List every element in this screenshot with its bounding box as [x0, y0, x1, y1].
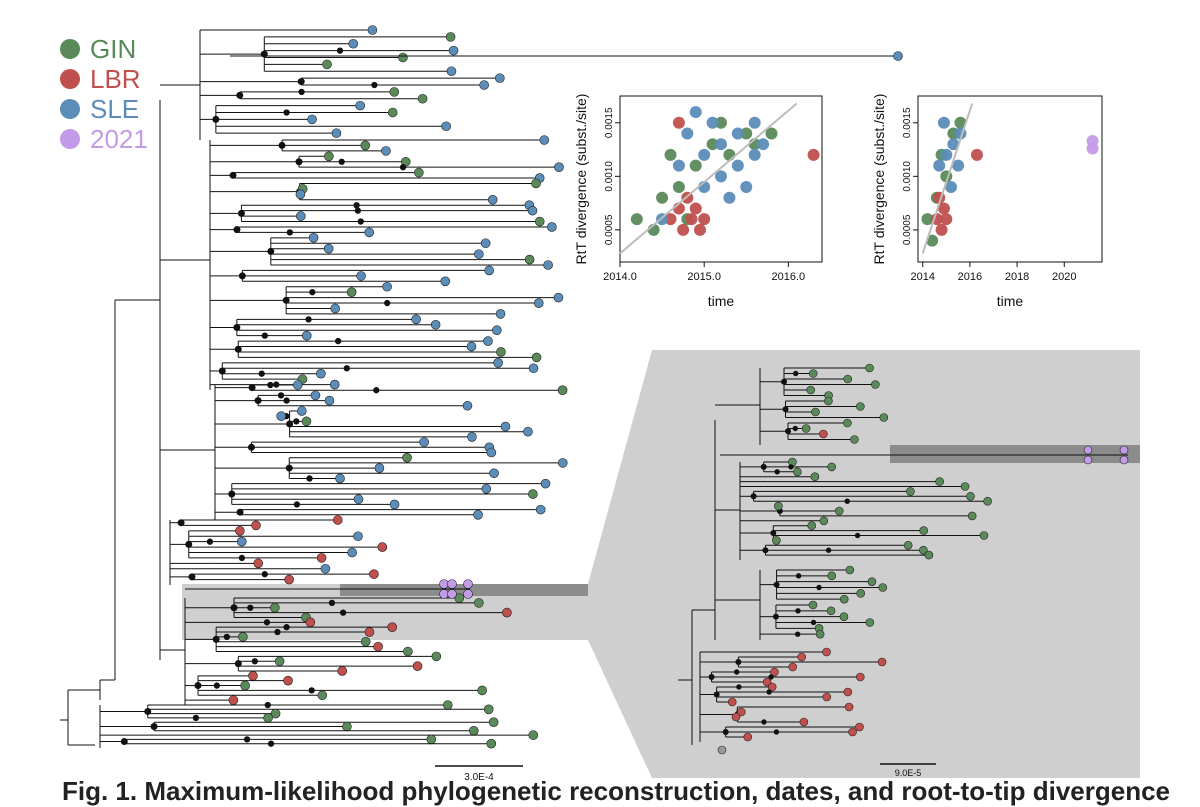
- legend: GIN LBR SLE 2021: [60, 34, 148, 154]
- data-point: [1086, 142, 1099, 155]
- x-tick-label: 2020: [1052, 271, 1076, 283]
- x-axis-label: time: [997, 293, 1024, 309]
- inset-highlight-band: [890, 445, 1140, 463]
- legend-label-sle: SLE: [90, 94, 140, 124]
- inset-scale-label: 9.0E-5: [895, 768, 922, 778]
- rtt-scatter-plot-2: 2014 2016 2018 2020 0.0005 0.0010 0.0015 time Rt…: [871, 94, 1103, 309]
- data-point: [748, 116, 761, 129]
- data-point: [947, 138, 960, 151]
- data-point: [935, 223, 948, 236]
- y-tick-label: 0.0010: [604, 161, 615, 192]
- data-point: [715, 116, 727, 129]
- data-point: [945, 181, 958, 194]
- legend-dot-sle: [60, 99, 80, 119]
- data-point: [748, 148, 761, 161]
- regression-line: [619, 102, 798, 255]
- data-point: [952, 159, 965, 172]
- y-tick-label: 0.0005: [604, 214, 615, 245]
- x-tick-label: 2018: [1005, 271, 1029, 283]
- data-point: [937, 116, 950, 129]
- inset-phylogenetic-tree: [678, 363, 1129, 755]
- data-point: [656, 191, 669, 204]
- legend-dot-2021: [60, 129, 80, 149]
- data-point: [940, 148, 953, 161]
- data-point: [715, 170, 727, 183]
- data-point: [937, 202, 950, 215]
- data-point: [731, 159, 744, 172]
- data-point: [706, 138, 719, 151]
- data-point: [757, 138, 770, 151]
- y-tick-label: 0.0015: [902, 107, 913, 138]
- y-axis-label: RtT divergence (subst./site): [871, 94, 887, 265]
- x-tick-label: 2015.0: [687, 271, 721, 283]
- legend-dot-lbr: [60, 69, 80, 89]
- data-point: [698, 148, 711, 161]
- legend-item-lbr: LBR: [60, 64, 148, 94]
- data-point: [672, 159, 685, 172]
- data-point: [740, 127, 753, 140]
- main-scale-bar: 3.0E-4: [435, 765, 523, 783]
- legend-label-gin: GIN: [90, 34, 137, 64]
- legend-item-gin: GIN: [60, 34, 148, 64]
- main-highlight-band: [340, 584, 588, 596]
- inset-scale-bar: 9.0E-5: [880, 763, 936, 778]
- data-point: [630, 213, 643, 226]
- data-point: [685, 213, 698, 226]
- data-point: [672, 116, 685, 129]
- data-point: [672, 181, 685, 194]
- data-point: [693, 223, 706, 236]
- data-point: [731, 127, 744, 140]
- data-point: [706, 116, 719, 129]
- data-point: [723, 191, 736, 204]
- data-point: [689, 106, 702, 119]
- legend-label-lbr: LBR: [90, 64, 141, 94]
- x-tick-label: 2014.0: [603, 271, 637, 283]
- x-axis-label: time: [708, 293, 735, 309]
- data-point: [740, 181, 753, 194]
- data-point: [921, 213, 934, 226]
- rtt-scatter-plot-1: 2014.0 2015.0 2016.0 0.0005 0.0010 0.0015 time…: [573, 94, 823, 309]
- y-tick-label: 0.0015: [604, 107, 615, 138]
- regression-line: [921, 103, 974, 254]
- x-tick-label: 2016: [958, 271, 982, 283]
- data-point: [677, 223, 690, 236]
- data-point: [926, 234, 939, 247]
- data-point: [954, 116, 967, 129]
- x-tick-label: 2016.0: [772, 271, 806, 283]
- data-point: [723, 148, 736, 161]
- data-point: [940, 213, 953, 226]
- data-point: [689, 202, 702, 215]
- y-tick-label: 0.0005: [902, 214, 913, 245]
- data-point: [664, 213, 677, 226]
- data-point: [681, 127, 694, 140]
- y-tick-label: 0.0010: [902, 161, 913, 192]
- data-point: [807, 148, 820, 161]
- data-point: [715, 138, 727, 151]
- legend-item-sle: SLE: [60, 94, 148, 124]
- legend-item-2021: 2021: [60, 124, 148, 154]
- main-phylogenetic-tree: [60, 25, 903, 749]
- y-axis-label: RtT divergence (subst./site): [573, 94, 589, 265]
- data-point: [698, 213, 711, 226]
- data-point: [933, 159, 946, 172]
- x-tick-label: 2014: [910, 271, 934, 283]
- legend-dot-gin: [60, 39, 80, 59]
- data-point: [765, 127, 778, 140]
- data-point: [970, 148, 983, 161]
- data-point: [689, 159, 702, 172]
- data-point: [664, 148, 677, 161]
- main-scale-label: 3.0E-4: [464, 772, 494, 783]
- legend-label-2021: 2021: [90, 124, 148, 154]
